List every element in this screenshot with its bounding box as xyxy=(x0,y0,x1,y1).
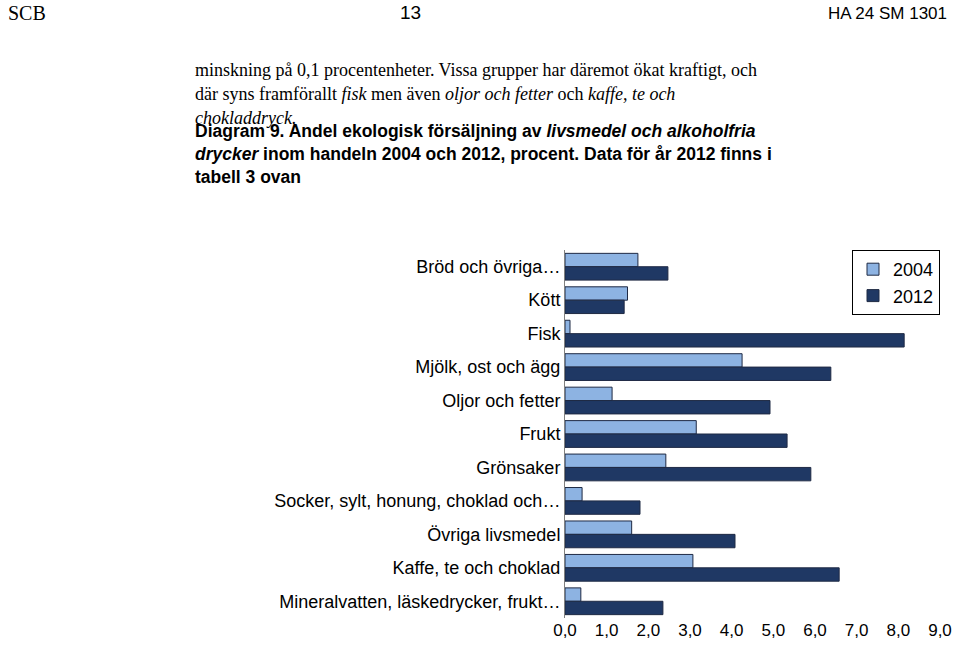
html-text:13: 13 xyxy=(400,2,422,23)
svg-text:Oljor och fetter: Oljor och fetter xyxy=(442,391,560,411)
svg-text:Socker, sylt, honung, choklad: Socker, sylt, honung, choklad och… xyxy=(274,491,560,511)
svg-text:Kött: Kött xyxy=(528,290,560,310)
html-text:HA 24 SM 1301: HA 24 SM 1301 xyxy=(827,4,947,23)
svg-text:7,0: 7,0 xyxy=(845,621,869,640)
html-text:minskning på 0,1 procentenhete: minskning på 0,1 procentenheter. Vissa g… xyxy=(195,60,757,128)
svg-text:Kaffe, te och choklad: Kaffe, te och choklad xyxy=(393,558,561,578)
svg-text:1,0: 1,0 xyxy=(595,621,619,640)
svg-text:Grönsaker: Grönsaker xyxy=(476,458,560,478)
svg-text:3,0: 3,0 xyxy=(678,621,702,640)
html-text:Diagram 9. Andel ekologisk för: Diagram 9. Andel ekologisk försäljning a… xyxy=(195,121,772,187)
svg-text:2,0: 2,0 xyxy=(637,621,661,640)
svg-text:Övriga livsmedel: Övriga livsmedel xyxy=(427,525,560,545)
svg-text:2012: 2012 xyxy=(893,287,933,307)
svg-text:0,0: 0,0 xyxy=(553,621,577,640)
svg-text:9,0: 9,0 xyxy=(928,621,952,640)
svg-text:5,0: 5,0 xyxy=(762,621,786,640)
svg-text:4,0: 4,0 xyxy=(720,621,744,640)
svg-text:6,0: 6,0 xyxy=(803,621,827,640)
svg-text:Mjölk, ost och ägg: Mjölk, ost och ägg xyxy=(415,357,560,377)
svg-text:Frukt: Frukt xyxy=(519,424,560,444)
svg-text:2004: 2004 xyxy=(893,260,933,280)
svg-text:Fisk: Fisk xyxy=(527,324,561,344)
html-text:SCB: SCB xyxy=(8,2,46,24)
svg-text:Mineralvatten, läskedrycker, f: Mineralvatten, läskedrycker, frukt… xyxy=(279,592,560,612)
svg-text:8,0: 8,0 xyxy=(887,621,911,640)
svg-text:Bröd och övriga…: Bröd och övriga… xyxy=(416,257,560,277)
